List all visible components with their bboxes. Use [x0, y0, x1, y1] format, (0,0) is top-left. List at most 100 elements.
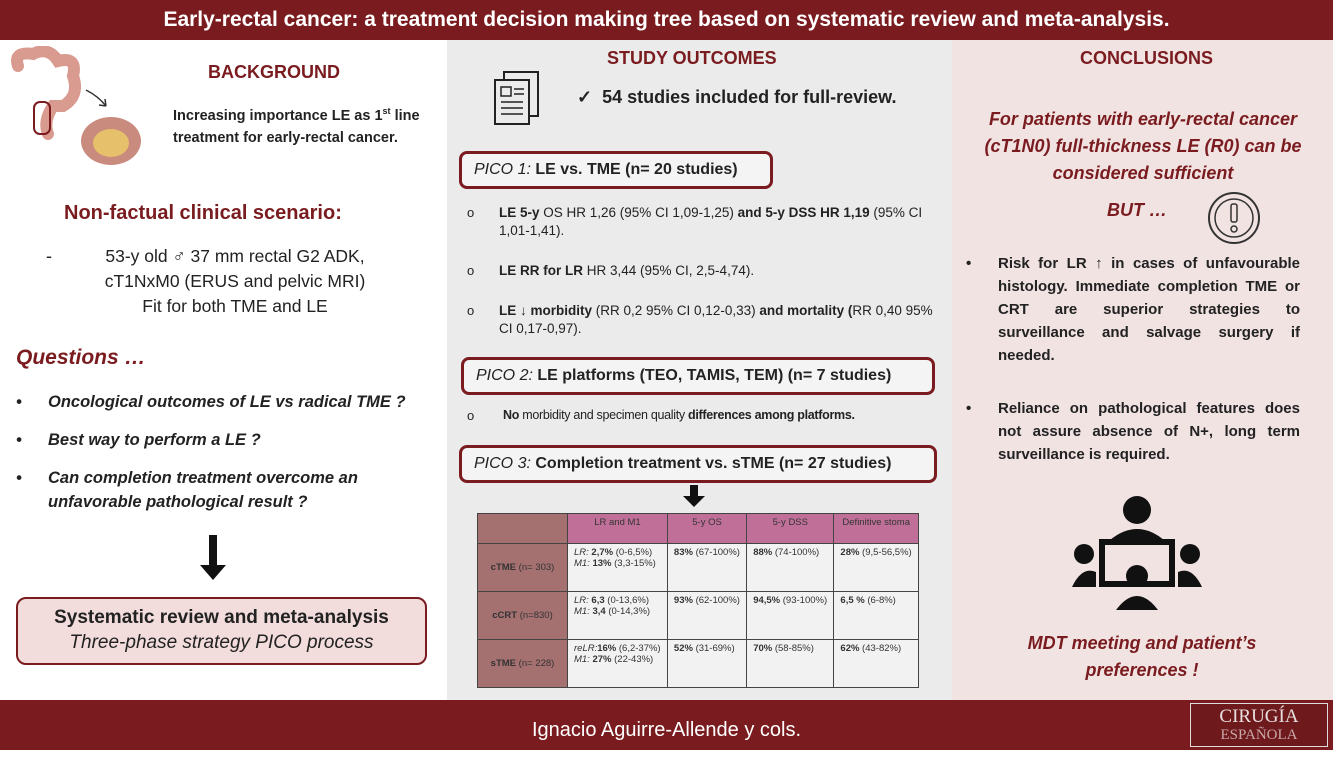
question-text: Best way to perform a LE ?: [48, 431, 261, 449]
pico1-item: o LE 5-y OS HR 1,26 (95% CI 1,09-1,25) an…: [467, 205, 923, 238]
scenario-line: Fit for both TME and LE: [142, 296, 328, 316]
lr-m1-cell: LR: 6,3 (0-13,6%) M1: 3,4 (0-14,3%): [567, 591, 668, 640]
pico-label: PICO 2:: [476, 367, 533, 384]
text: (95% CI 1,01-1,41).: [499, 205, 923, 238]
column-header: 5-y OS: [666, 513, 748, 544]
logo-line: CIRUGÍA: [1219, 706, 1299, 727]
text: (RR 0,2 95% CI 0,12-0,33): [592, 303, 760, 318]
question-item: • Oncological outcomes of LE vs radical T…: [16, 393, 406, 411]
pico3-box: PICO 3: Completion treatment vs. sTME (n…: [459, 445, 937, 483]
conclusion-item: • Risk for LR ↑ in cases of unfavourable …: [966, 255, 1300, 364]
left-panel: BACKGROUND Increasing importance LE as 1…: [0, 40, 447, 700]
question-item: • Best way to perform a LE ?: [16, 431, 261, 449]
question-text: Can completion treatment overcome an unf…: [48, 469, 358, 511]
cirugia-espanola-logo: CIRUGÍA ESPAÑOLA: [1190, 703, 1328, 747]
pico-text: Completion treatment vs. sTME (n= 27 stu…: [535, 455, 892, 472]
table-corner: [477, 513, 568, 544]
bold-text: and mortality (: [759, 303, 853, 318]
table-row: cCRT (n=830) LR: 6,3 (0-13,6%) M1: 3,4 (0…: [477, 591, 919, 640]
pico2-box: PICO 2: LE platforms (TEO, TAMIS, TEM) (…: [461, 357, 935, 395]
scenario-text: 53-y old ♂ 37 mm rectal G2 ADK, cT1NxM0 …: [70, 244, 400, 319]
column-header: Definitive stoma: [833, 513, 919, 544]
studies-included: ✓ 54 studies included for full-review.: [577, 87, 897, 108]
questions-title: Questions …: [16, 346, 146, 369]
conclusions-title: CONCLUSIONS: [1080, 48, 1214, 68]
question-text: Oncological outcomes of LE vs radical TM…: [48, 393, 406, 411]
pico-text: LE vs. TME (n= 20 studies): [535, 161, 738, 178]
stoma-cell: 6,5 % (6-8%): [833, 591, 919, 640]
question-item: • Can completion treatment overcome an un…: [16, 469, 358, 511]
method-title: Systematic review and meta-analysis: [54, 607, 389, 628]
bold-text: No: [503, 408, 520, 422]
text: HR 3,44 (95% CI, 2,5-4,74).: [583, 263, 755, 278]
footer-authors: Ignacio Aguirre-Allende y cols.: [0, 700, 1333, 750]
conclusion-list: • Risk for LR ↑ in cases of unfavourable …: [966, 252, 1300, 466]
stoma-cell: 62% (43-82%): [833, 639, 919, 688]
background-text: Increasing importance LE as 1st line tre…: [173, 100, 423, 149]
meeting-icon: [1072, 496, 1202, 610]
exclamation-icon: [1208, 192, 1260, 244]
background-line: Increasing importance LE as 1: [173, 107, 383, 124]
studies-text: 54 studies included for full-review.: [602, 87, 897, 107]
document-icon: [494, 71, 539, 125]
but-label: BUT …: [1107, 200, 1167, 220]
table-row: cTME (n= 303) LR: 2,7% (0-6,5%) M1: 13% (…: [477, 543, 919, 592]
outcomes-title: STUDY OUTCOMES: [607, 48, 777, 68]
down-arrow-icon: [683, 485, 705, 507]
row-header: cCRT (n=830): [477, 591, 568, 640]
background-line2: line treatment for early-rectal cancer.: [173, 107, 420, 146]
conclusion-statement: For patients with early-rectal cancer (c…: [984, 109, 1302, 183]
dss-cell: 70% (58-85%): [746, 639, 835, 688]
dss-cell: 88% (74-100%): [746, 543, 835, 592]
scenario-line: 53-y old ♂ 37 mm rectal G2 ADK,: [105, 246, 365, 266]
superscript: st: [382, 106, 391, 116]
pico-label: PICO 1:: [474, 161, 531, 178]
bold-text: LE ↓ morbidity: [499, 303, 593, 318]
text: morbidity and specimen quality: [519, 408, 689, 422]
scenario-line: cT1NxM0 (ERUS and pelvic MRI): [104, 271, 366, 291]
text: OS HR 1,26 (95% CI 1,09-1,25): [539, 205, 738, 220]
method-subtitle: Three-phase strategy PICO process: [69, 632, 374, 653]
conclusions-panel: CONCLUSIONS For patients with early-rect…: [952, 40, 1333, 700]
conclusion-text: Risk for LR ↑ in cases of unfavourable h…: [998, 255, 1300, 364]
pico-label: PICO 3:: [474, 455, 531, 472]
mdt-text: MDT meeting and patient’s preferences !: [1027, 633, 1257, 680]
conclusion-item: • Reliance on pathological features does …: [966, 400, 1300, 463]
method-box: Systematic review and meta-analysis Thre…: [16, 597, 427, 665]
bold-text: LE RR for LR: [499, 263, 583, 278]
lr-m1-cell: reLR:16% (6,2-37%) M1: 27% (22-43%): [567, 639, 668, 688]
os-cell: 93% (62-100%): [666, 591, 748, 640]
os-cell: 52% (31-69%): [666, 639, 748, 688]
pico1-item: o LE RR for LR HR 3,44 (95% CI, 2,5-4,74)…: [467, 263, 755, 278]
completion-table: LR and M1 5-y OS 5-y DSS Definitive stom…: [477, 513, 919, 688]
dss-cell: 94,5% (93-100%): [746, 591, 835, 640]
table-row: sTME (n= 228) reLR:16% (6,2-37%) M1: 27% …: [477, 639, 919, 688]
os-cell: 83% (67-100%): [666, 543, 748, 592]
questions-list: • Oncological outcomes of LE vs radical T…: [16, 390, 436, 514]
pico1-box: PICO 1: LE vs. TME (n= 20 studies): [459, 151, 773, 189]
bold-text: LE 5-y: [499, 205, 540, 220]
conclusion-text: Reliance on pathological features does n…: [998, 400, 1300, 463]
study-outcomes-panel: STUDY OUTCOMES ✓ 54 studies included for…: [447, 40, 952, 700]
column-header: 5-y DSS: [746, 513, 835, 544]
stoma-cell: 28% (9,5-56,5%): [833, 543, 919, 592]
text: RR 0,40 95% CI 0,17-0,97).: [499, 303, 933, 336]
pico-text: LE platforms (TEO, TAMIS, TEM) (n= 7 stu…: [537, 367, 892, 384]
table-header-row: LR and M1 5-y OS 5-y DSS Definitive stom…: [477, 513, 919, 544]
down-arrow-icon: [200, 535, 226, 580]
check-icon: ✓: [577, 87, 593, 107]
row-header: cTME (n= 303): [477, 543, 568, 592]
dash: -: [46, 246, 52, 266]
lr-m1-cell: LR: 2,7% (0-6,5%) M1: 13% (3,3-15%): [567, 543, 668, 592]
scenario-title: Non-factual clinical scenario:: [64, 202, 342, 224]
bold-text: and 5-y DSS HR 1,19: [737, 205, 870, 220]
intestine-icon: [11, 46, 141, 165]
logo-line: ESPAÑOLA: [1220, 727, 1298, 743]
poster-title: Early-rectal cancer: a treatment decisio…: [0, 0, 1333, 40]
row-header: sTME (n= 228): [477, 639, 568, 688]
column-header: LR and M1: [567, 513, 668, 544]
pico1-item: o LE ↓ morbidity (RR 0,2 95% CI 0,12-0,33…: [467, 303, 933, 336]
bold-text: differences among platforms.: [688, 408, 855, 422]
pico2-item: o No morbidity and specimen quality diffe…: [467, 408, 855, 423]
background-title: BACKGROUND: [208, 62, 340, 82]
